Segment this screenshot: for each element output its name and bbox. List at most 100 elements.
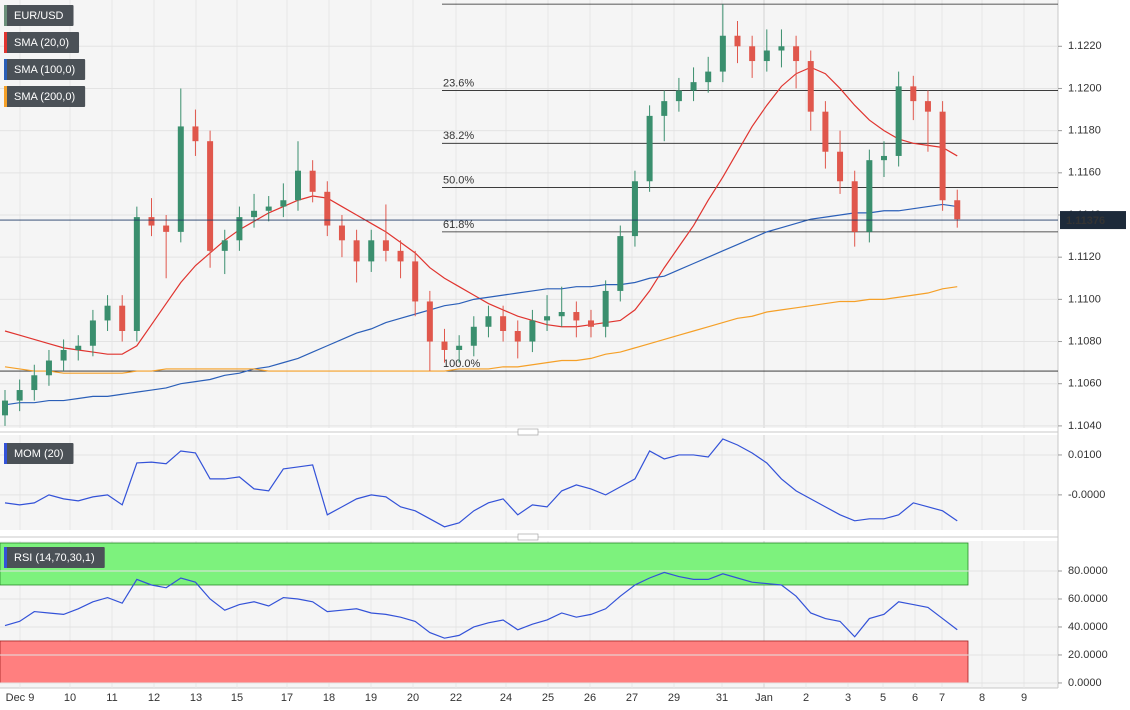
candle-body bbox=[75, 345, 82, 350]
legend-swatch bbox=[4, 443, 7, 464]
candle-body bbox=[895, 86, 902, 156]
candle-body bbox=[646, 115, 653, 182]
candle-body bbox=[822, 111, 829, 152]
oversold-zone bbox=[0, 640, 969, 684]
y-tick-label: 1.1040 bbox=[1068, 420, 1102, 432]
candle-body bbox=[588, 320, 594, 327]
x-tick-label: 15 bbox=[231, 692, 243, 704]
y-tick-label: -0.0000 bbox=[1068, 489, 1105, 501]
legend-label: MOM (20) bbox=[14, 448, 64, 460]
candle-body bbox=[500, 316, 507, 331]
candle-body bbox=[177, 126, 184, 232]
legend-label: SMA (100,0) bbox=[14, 64, 75, 76]
candle-body bbox=[573, 312, 580, 321]
candle-body bbox=[866, 160, 873, 232]
candle-body bbox=[412, 261, 419, 302]
x-tick-label: 19 bbox=[365, 692, 377, 704]
candle-body bbox=[807, 61, 814, 112]
y-tick-label: 0.0000 bbox=[1068, 677, 1102, 689]
y-tick-label: 40.0000 bbox=[1068, 621, 1108, 633]
candle-body bbox=[207, 141, 214, 251]
fibonacci-label: 38.2% bbox=[443, 130, 474, 142]
candle-body bbox=[485, 316, 492, 327]
candle-body bbox=[368, 240, 375, 262]
candle-body bbox=[280, 200, 287, 207]
x-tick-label: 24 bbox=[500, 692, 512, 704]
candle-body bbox=[749, 46, 756, 62]
x-tick-label: 27 bbox=[626, 692, 638, 704]
candle-body bbox=[924, 101, 931, 112]
candle-body bbox=[221, 240, 228, 251]
y-tick-label: 80.0000 bbox=[1068, 565, 1108, 577]
x-tick-label: Jan bbox=[755, 692, 773, 704]
legend-swatch bbox=[4, 547, 7, 568]
legend-label: SMA (20,0) bbox=[14, 37, 69, 49]
candle-body bbox=[544, 316, 551, 321]
last-price-label: 1.11376 bbox=[1066, 215, 1105, 227]
x-tick-label: 17 bbox=[281, 692, 293, 704]
y-tick-label: 1.1200 bbox=[1068, 82, 1102, 94]
x-tick-label: 8 bbox=[979, 692, 985, 704]
x-tick-label: 2 bbox=[803, 692, 809, 704]
x-tick-label: 22 bbox=[450, 692, 462, 704]
legend-box bbox=[4, 5, 74, 26]
fibonacci-label: 61.8% bbox=[443, 219, 474, 231]
y-tick-label: 1.1180 bbox=[1068, 125, 1101, 137]
candle-body bbox=[470, 326, 477, 346]
y-tick-label: 1.1100 bbox=[1068, 293, 1101, 305]
sma-line bbox=[4, 286, 958, 374]
candle-body bbox=[661, 101, 668, 116]
candle-body bbox=[763, 50, 770, 62]
legend-box bbox=[4, 547, 105, 568]
legend-swatch bbox=[4, 59, 7, 80]
candle-body bbox=[837, 151, 844, 182]
candle-body bbox=[397, 250, 404, 262]
legend-label: EUR/USD bbox=[14, 10, 64, 22]
legend-box bbox=[4, 59, 86, 80]
candle-body bbox=[338, 225, 345, 241]
y-tick-label: 20.0000 bbox=[1068, 649, 1108, 661]
candle-body bbox=[910, 86, 917, 102]
x-tick-label: 11 bbox=[106, 692, 117, 704]
x-tick-label: 29 bbox=[668, 692, 680, 704]
y-tick-label: 1.1060 bbox=[1068, 378, 1102, 390]
candle-body bbox=[295, 170, 301, 201]
candle-body bbox=[133, 217, 140, 331]
sma-line bbox=[4, 66, 958, 355]
legend-label: RSI (14,70,30,1) bbox=[14, 552, 95, 564]
candle-body bbox=[251, 210, 258, 218]
candle-body bbox=[324, 191, 331, 226]
candle-body bbox=[148, 217, 155, 226]
plot-area bbox=[0, 0, 1058, 428]
candle-body bbox=[163, 225, 170, 232]
y-tick-label: 1.1160 bbox=[1068, 167, 1101, 179]
y-tick-label: 1.1080 bbox=[1068, 335, 1102, 347]
x-tick-label: 31 bbox=[716, 692, 728, 704]
candle-body bbox=[119, 305, 126, 331]
x-tick-label: 20 bbox=[407, 692, 419, 704]
legend-swatch bbox=[4, 32, 7, 53]
legend-label: SMA (200,0) bbox=[14, 91, 75, 103]
x-tick-label: 12 bbox=[148, 692, 160, 704]
candle-body bbox=[675, 90, 682, 102]
candle-body bbox=[89, 320, 96, 346]
candle-body bbox=[2, 400, 8, 416]
candle-body bbox=[851, 181, 858, 232]
candle-body bbox=[602, 290, 609, 327]
candle-body bbox=[265, 206, 272, 211]
x-tick-label: 10 bbox=[64, 692, 76, 704]
legend-box bbox=[4, 32, 80, 53]
candle-body bbox=[426, 301, 433, 342]
x-tick-label: 9 bbox=[1021, 692, 1027, 704]
resize-handle[interactable] bbox=[517, 428, 539, 436]
resize-handle[interactable] bbox=[517, 533, 539, 541]
candle-body bbox=[60, 349, 67, 361]
fibonacci-label: 50.0% bbox=[443, 174, 474, 186]
candle-body bbox=[31, 375, 38, 391]
legend-box bbox=[4, 86, 86, 107]
candle-body bbox=[309, 170, 316, 192]
candle-body bbox=[778, 46, 785, 51]
candle-body bbox=[236, 217, 243, 241]
x-tick-label: 7 bbox=[939, 692, 945, 704]
y-tick-label: 1.1120 bbox=[1068, 251, 1101, 263]
